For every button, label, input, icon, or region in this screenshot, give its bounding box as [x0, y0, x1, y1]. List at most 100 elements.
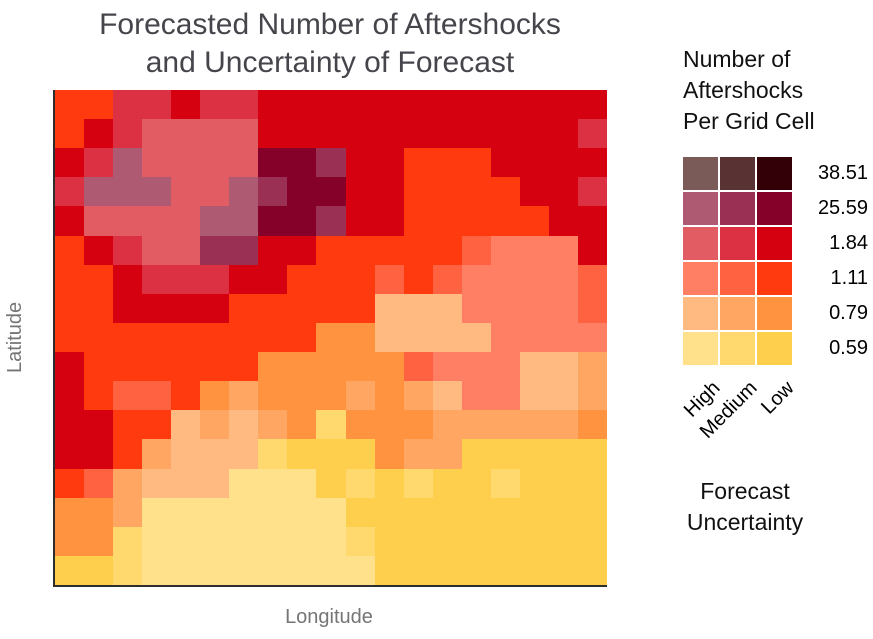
heatmap-cell — [345, 177, 375, 207]
heatmap-cell — [287, 148, 317, 178]
heatmap-cell — [461, 322, 491, 353]
heatmap-cell — [519, 235, 549, 265]
heatmap-cell — [490, 148, 520, 178]
heatmap-cell — [84, 206, 114, 236]
heatmap-cell — [171, 468, 201, 498]
heatmap-cell — [548, 119, 578, 149]
heatmap-cell — [84, 468, 114, 498]
heatmap-cell — [490, 293, 520, 323]
heatmap-cell — [374, 526, 404, 556]
heatmap-cell — [519, 322, 549, 353]
heatmap-cell — [142, 264, 172, 294]
heatmap-cell — [432, 555, 462, 585]
heatmap-cell — [345, 264, 375, 294]
heatmap-cell — [316, 352, 346, 382]
heatmap-cell — [287, 293, 317, 323]
heatmap-cell — [577, 90, 607, 120]
legend-swatch — [683, 297, 718, 330]
heatmap-cell — [490, 322, 520, 353]
heatmap-cell — [113, 148, 143, 178]
heatmap-cell — [432, 293, 462, 323]
heatmap-cell — [200, 235, 230, 265]
heatmap-cell — [577, 235, 607, 265]
heatmap-cell — [229, 90, 259, 120]
heatmap-cell — [258, 439, 288, 469]
heatmap-cell — [287, 90, 317, 120]
heatmap-cell — [200, 148, 230, 178]
heatmap-cell — [200, 555, 230, 585]
heatmap-cell — [229, 352, 259, 382]
heatmap-cell — [519, 439, 549, 469]
heatmap-cell — [490, 555, 520, 585]
heatmap-cell — [113, 352, 143, 382]
heatmap-cell — [113, 293, 143, 323]
heatmap-cell — [142, 468, 172, 498]
heatmap-cell — [113, 119, 143, 149]
heatmap-cell — [258, 497, 288, 527]
heatmap-cell — [548, 555, 578, 585]
heatmap-cell — [55, 439, 85, 469]
heatmap-cell — [548, 439, 578, 469]
heatmap-cell — [461, 526, 491, 556]
heatmap-cell — [316, 264, 346, 294]
heatmap-cell — [258, 293, 288, 323]
heatmap-cell — [55, 468, 85, 498]
heatmap-cell — [171, 410, 201, 440]
heatmap-cell — [316, 90, 346, 120]
heatmap-cell — [403, 526, 433, 556]
heatmap-cell — [403, 410, 433, 440]
legend-swatch — [720, 192, 755, 225]
heatmap-cell — [200, 352, 230, 382]
legend-value-label: 1.84 — [829, 232, 868, 254]
heatmap-cell — [200, 177, 230, 207]
heatmap-cell — [403, 497, 433, 527]
heatmap-cell — [287, 410, 317, 440]
heatmap-cell — [519, 148, 549, 178]
heatmap-cell — [84, 148, 114, 178]
legend-value-labels: 38.51 25.59 1.84 1.11 0.79 0.59 — [796, 157, 868, 367]
heatmap-cell — [316, 119, 346, 149]
heatmap-cell — [142, 410, 172, 440]
heatmap-cell — [142, 352, 172, 382]
heatmap-cell — [490, 177, 520, 207]
heatmap-cell — [403, 381, 433, 411]
heatmap-cell — [432, 119, 462, 149]
heatmap-cell — [287, 235, 317, 265]
heatmap-cell — [577, 148, 607, 178]
heatmap-cell — [84, 119, 114, 149]
heatmap-cell — [374, 497, 404, 527]
heatmap-cell — [403, 90, 433, 120]
heatmap-cell — [84, 264, 114, 294]
heatmap-cell — [287, 352, 317, 382]
heatmap-cell — [374, 468, 404, 498]
heatmap-cell — [171, 90, 201, 120]
heatmap-cell — [374, 439, 404, 469]
heatmap-cell — [548, 468, 578, 498]
heatmap-cell — [374, 410, 404, 440]
heatmap-cell — [461, 381, 491, 411]
heatmap-cell — [432, 148, 462, 178]
heatmap-cell — [403, 439, 433, 469]
heatmap-cell — [577, 177, 607, 207]
heatmap-cell — [55, 90, 85, 120]
heatmap-cell — [84, 293, 114, 323]
heatmap-cell — [55, 235, 85, 265]
heatmap-cell — [432, 410, 462, 440]
heatmap-cell — [171, 177, 201, 207]
heatmap-cell — [200, 526, 230, 556]
legend-swatch — [683, 157, 718, 190]
heatmap-cell — [142, 555, 172, 585]
heatmap-cell — [548, 526, 578, 556]
legend-swatch — [720, 262, 755, 295]
heatmap-cell — [113, 381, 143, 411]
heatmap-cell — [113, 526, 143, 556]
heatmap-cell — [490, 264, 520, 294]
heatmap-cell — [84, 352, 114, 382]
heatmap-cell — [229, 264, 259, 294]
heatmap-cell — [345, 497, 375, 527]
heatmap-cell — [113, 235, 143, 265]
x-axis-label: Longitude — [285, 606, 373, 628]
heatmap-cell — [55, 293, 85, 323]
heatmap-cell — [287, 468, 317, 498]
